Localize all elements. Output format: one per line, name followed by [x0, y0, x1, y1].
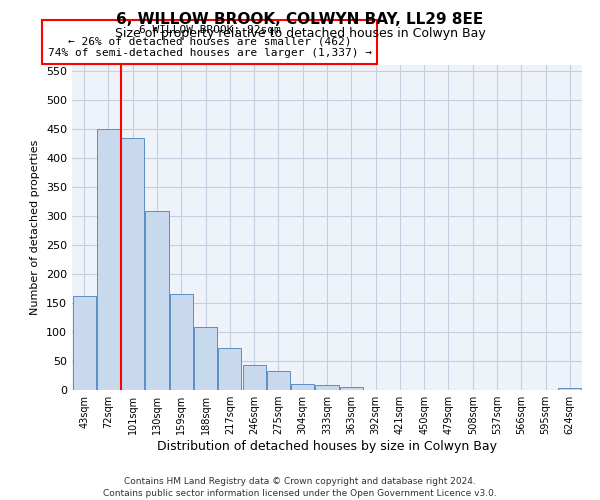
- Bar: [559, 388, 581, 390]
- Bar: [145, 212, 169, 390]
- Bar: [194, 328, 217, 390]
- Bar: [218, 348, 241, 390]
- Bar: [267, 371, 290, 390]
- Text: Contains public sector information licensed under the Open Government Licence v3: Contains public sector information licen…: [103, 489, 497, 498]
- Text: Size of property relative to detached houses in Colwyn Bay: Size of property relative to detached ho…: [115, 28, 485, 40]
- Bar: [242, 365, 266, 390]
- Bar: [97, 129, 120, 390]
- Text: 6, WILLOW BROOK, COLWYN BAY, LL29 8EE: 6, WILLOW BROOK, COLWYN BAY, LL29 8EE: [116, 12, 484, 28]
- Bar: [121, 138, 144, 390]
- Bar: [316, 386, 338, 390]
- Text: 6 WILLOW BROOK: 92sqm
← 26% of detached houses are smaller (462)
74% of semi-det: 6 WILLOW BROOK: 92sqm ← 26% of detached …: [48, 26, 372, 58]
- X-axis label: Distribution of detached houses by size in Colwyn Bay: Distribution of detached houses by size …: [157, 440, 497, 453]
- Y-axis label: Number of detached properties: Number of detached properties: [31, 140, 40, 315]
- Bar: [291, 384, 314, 390]
- Text: Contains HM Land Registry data © Crown copyright and database right 2024.: Contains HM Land Registry data © Crown c…: [124, 478, 476, 486]
- Bar: [340, 387, 363, 390]
- Bar: [170, 294, 193, 390]
- Bar: [73, 296, 95, 390]
